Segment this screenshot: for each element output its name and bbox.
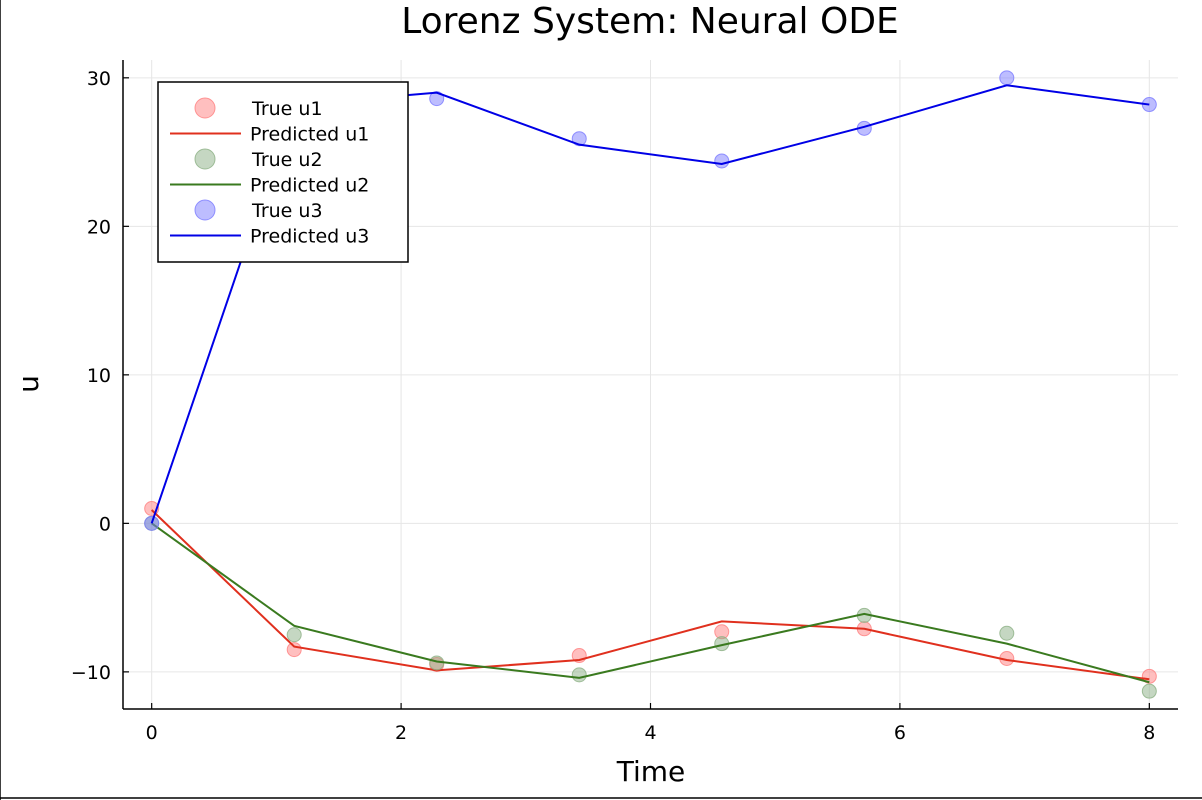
data-point [286,642,302,658]
y-axis-label: u [12,375,45,393]
legend-label: True u1 [251,98,323,120]
x-tick-label: 8 [1143,722,1155,744]
legend-label: Predicted u2 [250,175,369,197]
x-tick-label: 2 [395,722,407,744]
legend-label: True u2 [251,149,323,171]
data-point [714,153,730,169]
data-point [429,91,445,107]
legend-label: Predicted u1 [250,124,369,146]
data-point [571,667,587,683]
x-tick-label: 4 [644,722,656,744]
y-tick-label: 30 [87,68,111,90]
x-axis-label: Time [616,755,686,788]
legend-marker-swatch [194,199,216,221]
y-tick-label: −10 [71,662,111,684]
legend-label: Predicted u3 [250,226,369,248]
x-tick-label: 6 [894,722,906,744]
data-point [999,625,1015,641]
data-point [286,627,302,643]
y-tick-label: 10 [87,365,111,387]
y-tick-label: 20 [87,216,111,238]
data-point [1141,683,1157,699]
axes: 0 2 4 6 8 −10 0 10 20 30 [71,60,1178,744]
data-point [999,70,1015,86]
legend-marker-swatch [194,148,216,170]
x-tick-label: 0 [146,722,158,744]
legend-label: True u3 [251,200,323,222]
y-tick-label: 0 [99,513,111,535]
chart-title: Lorenz System: Neural ODE [401,1,899,42]
series-line [151,522,1150,684]
legend-marker-swatch [194,97,216,119]
series-line [150,509,1150,681]
legend: True u1 Predicted u1 True u2 Predicted u2 Tr… [157,81,409,263]
data-point [571,131,587,147]
series-layer [144,70,1157,699]
